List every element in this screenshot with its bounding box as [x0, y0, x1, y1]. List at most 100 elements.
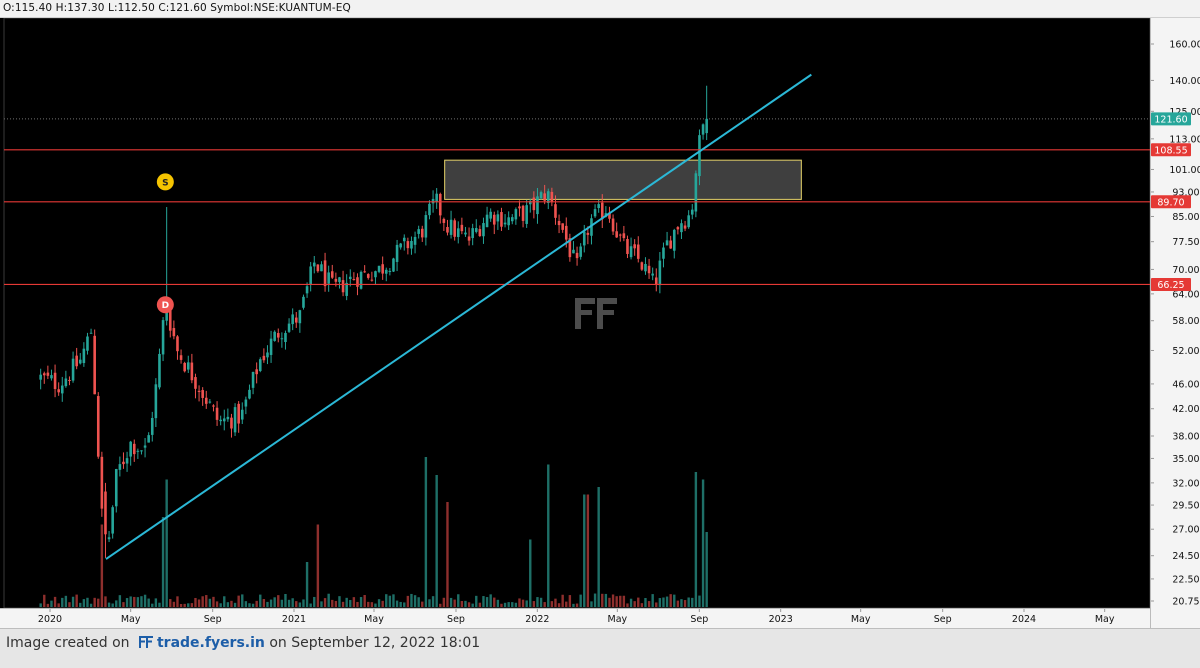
volume-bar	[53, 596, 57, 607]
candle-body	[93, 335, 96, 395]
candle-body	[586, 232, 590, 235]
footer-brand-link[interactable]: trade.fyers.in	[156, 635, 265, 651]
volume-bar	[226, 602, 230, 607]
candle-body	[392, 258, 395, 272]
x-tick-label: 2021	[282, 614, 306, 625]
candle-body	[514, 209, 518, 220]
candle-body	[320, 264, 323, 272]
x-tick-label: 2023	[769, 614, 793, 625]
candle-body	[46, 372, 50, 376]
candle-body	[68, 379, 71, 381]
candle-body	[359, 271, 363, 289]
candle-body	[118, 464, 122, 470]
candle-body	[366, 274, 370, 278]
candle-body	[456, 228, 460, 237]
volume-bar	[179, 603, 183, 607]
candle-body	[705, 118, 708, 134]
volume-bar	[428, 599, 431, 607]
volume-bar	[705, 532, 708, 607]
volume-bar	[143, 594, 147, 607]
candle-body	[348, 276, 352, 279]
time-axis-panel[interactable]	[0, 608, 1151, 628]
candle-body	[600, 202, 604, 220]
candle-body	[474, 228, 478, 232]
candle-body	[575, 252, 579, 259]
volume-bar	[313, 596, 316, 607]
candle-body	[269, 338, 273, 355]
y-tick-label: 20.75	[1172, 597, 1199, 608]
volume-bar	[658, 598, 662, 607]
volume-bar	[212, 596, 215, 607]
candle-body	[197, 390, 201, 392]
candle-body	[629, 246, 633, 258]
y-tick-label: 85.00	[1172, 212, 1199, 223]
candle-body	[233, 407, 237, 433]
candle-body	[237, 403, 240, 424]
y-tick-label: 29.50	[1172, 501, 1199, 512]
candle-body	[136, 450, 140, 452]
volume-bar	[467, 602, 471, 607]
volume-bar	[489, 594, 492, 607]
candle-body	[572, 249, 575, 254]
highlight-zone[interactable]	[444, 159, 802, 200]
candle-body	[154, 384, 158, 419]
volume-bar	[61, 597, 64, 607]
candle-body	[615, 231, 618, 238]
footer-bar: Image created on trade.fyers.in on Septe…	[0, 628, 1200, 668]
candle-body	[478, 229, 482, 237]
volume-bar	[370, 602, 374, 607]
x-tick-label: Sep	[204, 614, 222, 625]
volume-bar	[669, 594, 672, 607]
candle-body	[298, 310, 302, 324]
candle-body	[680, 223, 683, 233]
volume-bar	[223, 596, 226, 607]
volume-bar	[122, 602, 125, 607]
y-tick-label: 70.00	[1172, 265, 1199, 276]
volume-bar	[39, 603, 42, 607]
candle-body	[413, 236, 417, 245]
candle-body	[323, 260, 327, 287]
candle-body	[147, 435, 150, 443]
volume-bar	[554, 598, 557, 607]
volume-bar	[323, 598, 327, 607]
volume-bar	[161, 517, 165, 607]
candle-body	[546, 191, 550, 204]
candle-body	[64, 378, 68, 387]
candle-body	[618, 234, 622, 236]
candle-body	[420, 228, 424, 238]
split-marker[interactable]	[156, 173, 174, 191]
y-tick-label: 140.00	[1169, 76, 1200, 87]
dividend-marker[interactable]	[156, 296, 174, 314]
candle-body	[626, 239, 629, 254]
candle-body	[399, 243, 402, 248]
candle-body	[536, 196, 539, 215]
candle-body	[647, 265, 651, 274]
candle-body	[449, 219, 453, 235]
candle-body	[86, 336, 89, 351]
volume-bar	[136, 597, 140, 607]
volume-bar	[241, 594, 244, 607]
candle-body	[687, 215, 690, 228]
candle-body	[208, 401, 212, 403]
volume-bar	[280, 599, 284, 607]
candle-body	[143, 445, 147, 448]
candle-body	[78, 359, 82, 364]
volume-bar	[583, 494, 586, 607]
candle-body	[140, 450, 143, 452]
candle-body	[226, 416, 230, 420]
candle-body	[111, 507, 114, 534]
volume-bar	[449, 597, 453, 607]
candle-body	[561, 223, 564, 230]
candle-body	[381, 264, 384, 274]
volume-bar	[111, 603, 114, 607]
candle-body	[633, 244, 636, 249]
x-tick-label: May	[1095, 614, 1115, 625]
volume-bar	[359, 597, 363, 607]
volume-bar	[277, 595, 280, 607]
candle-body	[114, 469, 118, 507]
candle-body	[104, 491, 107, 535]
trendline[interactable]	[105, 73, 812, 560]
candle-body	[284, 332, 287, 343]
price-chart[interactable]: 160.00 140.00 125.00 113.00 101.00 93.00 85.00…	[0, 18, 1200, 628]
candle-body	[564, 225, 568, 240]
